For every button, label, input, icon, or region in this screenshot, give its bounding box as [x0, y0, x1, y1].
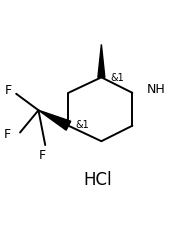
- Text: &1: &1: [75, 120, 89, 130]
- Text: NH: NH: [147, 83, 166, 96]
- Text: HCl: HCl: [83, 171, 112, 189]
- Text: F: F: [4, 128, 11, 141]
- Polygon shape: [98, 44, 105, 77]
- Text: F: F: [39, 149, 46, 162]
- Polygon shape: [38, 110, 71, 130]
- Text: &1: &1: [110, 73, 124, 83]
- Text: F: F: [5, 84, 12, 97]
